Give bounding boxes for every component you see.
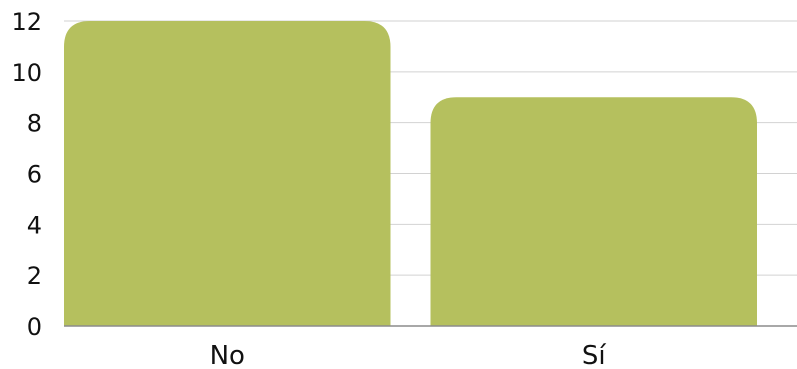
y-tick-label-12: 12 (11, 8, 42, 36)
y-tick-label-2: 2 (27, 262, 42, 290)
y-tick-label-8: 8 (27, 110, 42, 138)
y-tick-label-10: 10 (11, 59, 42, 87)
y-tick-label-4: 4 (27, 211, 42, 239)
bar-no (64, 21, 391, 326)
bar-layer (64, 21, 757, 326)
x-category-label: Sí (582, 341, 607, 369)
x-axis-labels: No Sí (210, 341, 607, 369)
y-tick-label-0: 0 (27, 313, 42, 341)
y-axis-ticks: 0 2 4 6 8 10 12 (11, 8, 42, 341)
bar-si (430, 97, 757, 326)
x-category-label: No (210, 341, 245, 369)
y-tick-label-6: 6 (27, 161, 42, 189)
